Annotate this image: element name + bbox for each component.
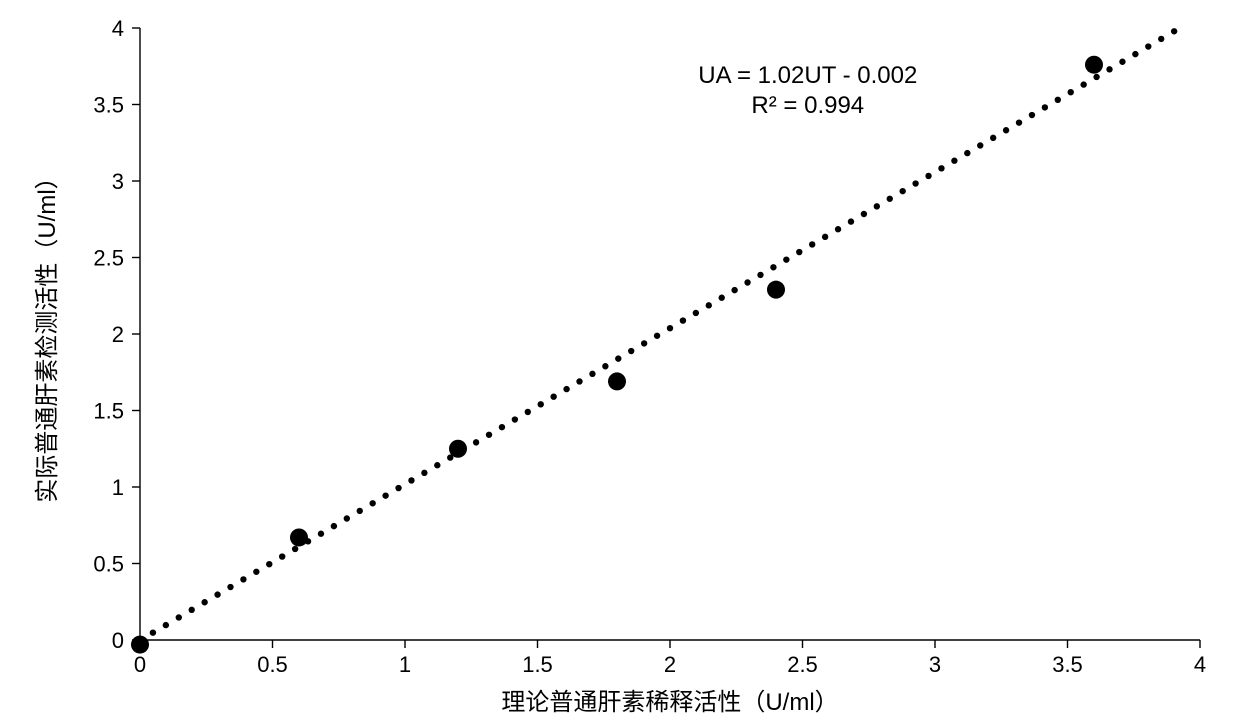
- x-tick-label: 3: [929, 652, 941, 677]
- data-point: [608, 372, 626, 390]
- y-axis-title: 实际普通肝素检测活性（U/ml）: [34, 165, 61, 502]
- x-axis-title: 理论普通肝素稀释活性（U/ml）: [501, 689, 838, 716]
- data-point: [767, 281, 785, 299]
- y-tick-label: 3: [112, 169, 124, 194]
- chart-container: 0 0.5 1 1.5 2 2.5 3 3.5 4 0 0.5 1 1.5 2 2.5 3 3.5 4 理论普通肝素…: [0, 0, 1240, 724]
- x-tick-label: 1: [399, 652, 411, 677]
- x-tick-label: 4: [1194, 652, 1206, 677]
- data-point: [449, 440, 467, 458]
- y-tick-label: 4: [112, 16, 124, 41]
- x-tick-label: 2.5: [787, 652, 818, 677]
- y-tick-label: 2.5: [93, 246, 124, 271]
- data-point: [290, 528, 308, 546]
- data-point: [1085, 56, 1103, 74]
- x-tick-label: 1.5: [522, 652, 553, 677]
- y-tick-label: 1: [112, 475, 124, 500]
- y-tick-label: 2: [112, 322, 124, 347]
- y-tick-label: 3.5: [93, 93, 124, 118]
- y-tick-label: 1.5: [93, 399, 124, 424]
- r-squared-annotation: R² = 0.994: [751, 92, 864, 119]
- scatter-chart: 0 0.5 1 1.5 2 2.5 3 3.5 4 0 0.5 1 1.5 2 2.5 3 3.5 4 理论普通肝素…: [0, 0, 1240, 724]
- y-tick-label: 0.5: [93, 552, 124, 577]
- x-tick-label: 2: [664, 652, 676, 677]
- y-tick-label: 0: [112, 628, 124, 653]
- x-tick-label: 0: [134, 652, 146, 677]
- x-tick-label: 3.5: [1052, 652, 1083, 677]
- equation-annotation: UA = 1.02UT - 0.002: [698, 62, 917, 89]
- x-tick-label: 0.5: [257, 652, 288, 677]
- data-point: [131, 636, 149, 654]
